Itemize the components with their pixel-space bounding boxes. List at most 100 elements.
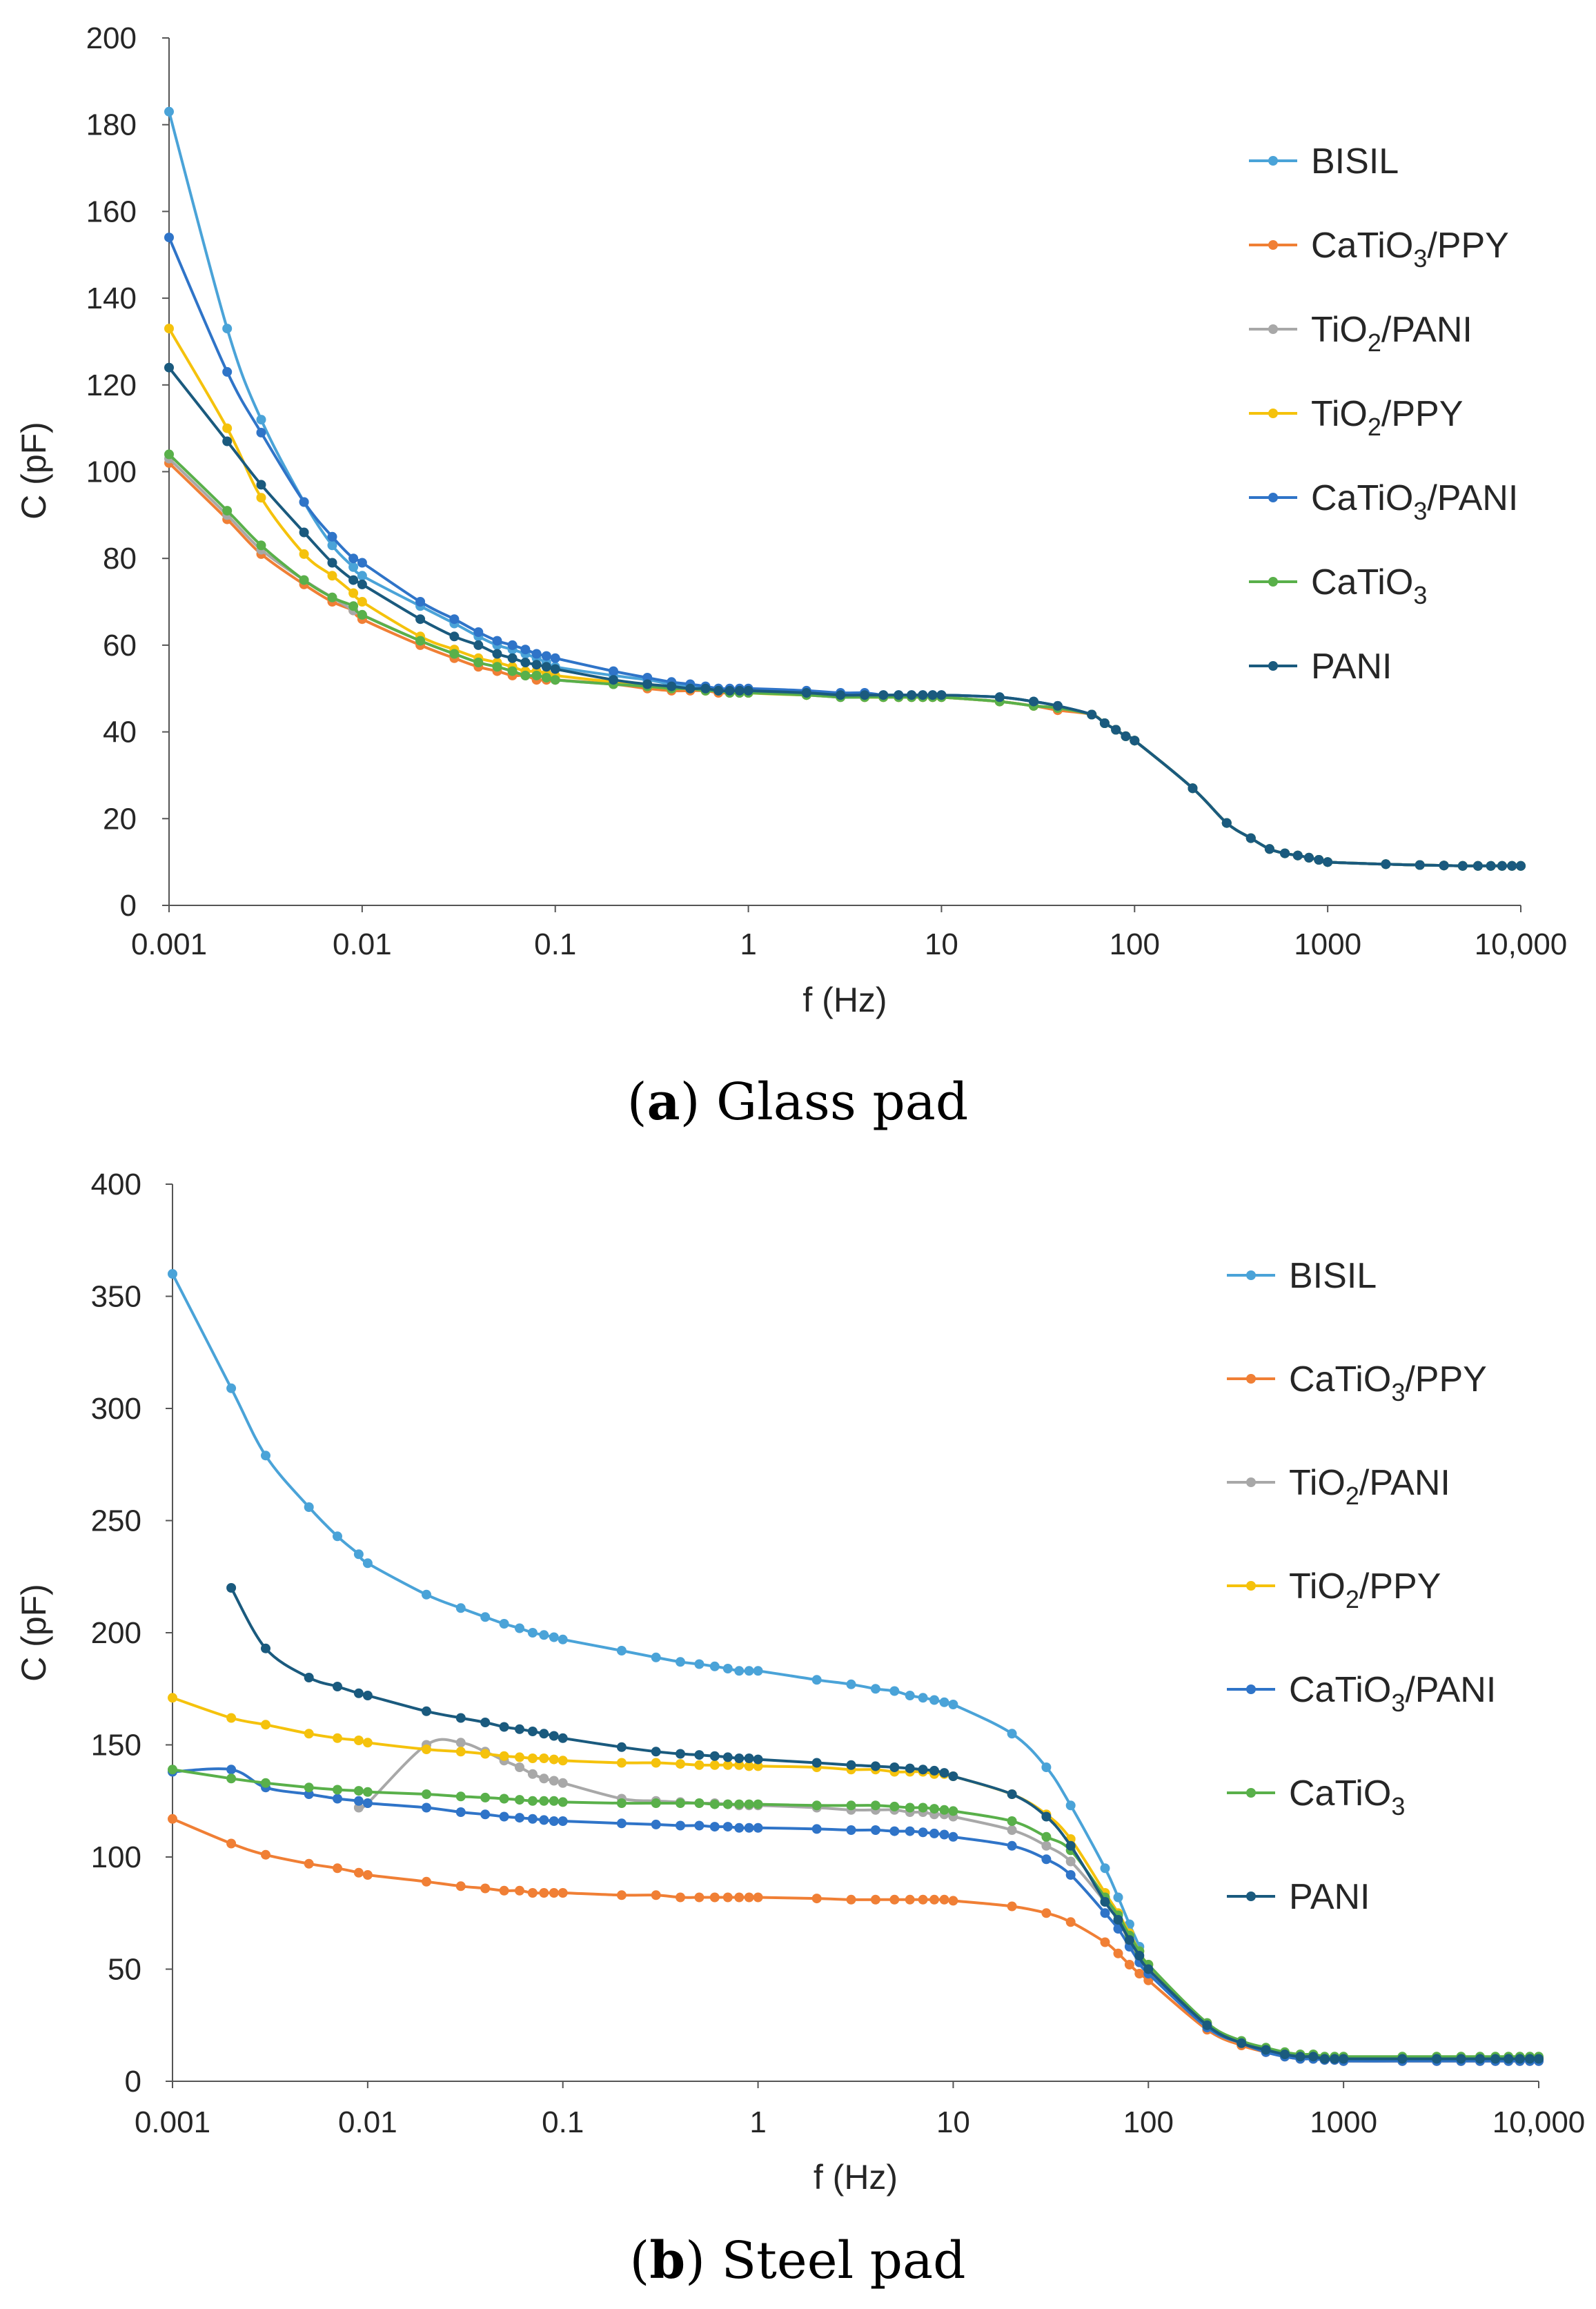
data-point-catio3-ppy xyxy=(846,1894,856,1905)
data-point-tio2-ppy xyxy=(539,1753,549,1763)
data-point-pani xyxy=(541,662,551,672)
data-point-bisil xyxy=(168,1269,177,1279)
data-point-tio2-ppy xyxy=(499,1751,509,1761)
y-tick-label: 0 xyxy=(125,2065,141,2099)
data-point-pani xyxy=(348,575,359,585)
data-point-catio3-ppy xyxy=(226,1838,237,1849)
data-point-catio3 xyxy=(507,666,518,676)
data-point-catio3-ppy xyxy=(744,1892,754,1903)
data-point-catio3 xyxy=(362,1787,373,1797)
data-point-bisil xyxy=(353,1549,364,1560)
data-point-pani xyxy=(936,690,947,700)
data-point-pani xyxy=(327,558,337,568)
y-tick-label: 300 xyxy=(91,1392,141,1426)
data-point-pani xyxy=(1330,2054,1340,2064)
data-point-pani xyxy=(1111,725,1121,735)
series-pani xyxy=(226,1583,1544,2064)
data-point-catio3 xyxy=(550,675,560,685)
legend-swatch-marker xyxy=(1246,1788,1256,1798)
data-point-bisil xyxy=(422,1589,431,1600)
y-tick-label: 200 xyxy=(91,1616,141,1650)
data-point-pani xyxy=(1515,2054,1525,2064)
data-point-pani xyxy=(1439,861,1449,871)
data-point-bisil xyxy=(722,1664,733,1673)
data-point-pani xyxy=(1319,2054,1330,2064)
data-point-pani xyxy=(1397,2054,1408,2064)
data-point-catio3 xyxy=(870,1800,880,1811)
data-point-catio3 xyxy=(651,1798,661,1808)
data-point-pani xyxy=(1065,1840,1076,1851)
data-point-tio2-ppy xyxy=(226,1713,237,1723)
data-point-pani xyxy=(700,683,711,694)
data-point-catio3-pani xyxy=(531,649,542,659)
data-point-catio3 xyxy=(492,662,502,672)
y-tick-label: 120 xyxy=(86,369,137,402)
x-tick-label: 0.01 xyxy=(338,2105,397,2139)
data-point-catio3-pani xyxy=(734,1822,745,1833)
data-point-pani xyxy=(1323,857,1333,867)
data-point-catio3-pani xyxy=(362,1798,373,1808)
data-point-catio3-pani xyxy=(353,1796,364,1806)
legend-label: CaTiO3 xyxy=(1311,562,1427,609)
legend-item-tio2-ppy: TiO2/PPY xyxy=(1249,394,1463,441)
data-point-catio3-pani xyxy=(694,1820,705,1831)
data-point-pani xyxy=(734,685,745,696)
data-point-catio3-pani xyxy=(449,614,460,625)
data-point-bisil xyxy=(918,1693,928,1703)
data-point-catio3-pani xyxy=(651,1819,661,1829)
y-tick-label: 180 xyxy=(86,108,137,142)
data-point-catio3-ppy xyxy=(353,1867,364,1878)
data-point-catio3-ppy xyxy=(870,1894,880,1905)
data-point-catio3-ppy xyxy=(304,1858,314,1869)
legend-label: CaTiO3/PANI xyxy=(1311,478,1518,525)
data-point-pani xyxy=(1381,859,1391,869)
data-point-bisil xyxy=(327,540,337,551)
data-point-pani xyxy=(1339,2054,1349,2064)
data-point-catio3-ppy xyxy=(558,1888,568,1898)
data-point-bisil xyxy=(455,1603,466,1613)
data-point-catio3-ppy xyxy=(1100,1937,1110,1947)
data-point-pani xyxy=(725,685,735,696)
legend-swatch-marker xyxy=(1246,1374,1256,1384)
data-point-catio3 xyxy=(948,1806,958,1816)
data-point-pani xyxy=(948,1771,958,1781)
data-point-tio2-ppy xyxy=(480,1749,491,1759)
data-point-tio2-ppy xyxy=(222,423,233,433)
data-point-catio3-ppy xyxy=(1007,1901,1017,1912)
data-point-pani xyxy=(685,683,696,694)
data-point-catio3-ppy xyxy=(422,1876,431,1887)
legend-item-pani: PANI xyxy=(1249,647,1392,687)
data-point-catio3 xyxy=(722,1799,733,1809)
data-point-catio3-pani xyxy=(676,1820,685,1831)
y-tick-label: 200 xyxy=(86,21,137,55)
data-point-tio2-ppy xyxy=(353,1736,364,1745)
data-point-catio3 xyxy=(226,1773,237,1784)
data-point-catio3 xyxy=(480,1792,491,1802)
legend-swatch-marker xyxy=(1246,1477,1256,1487)
data-point-catio3-pani xyxy=(507,640,518,650)
legend-swatch-marker xyxy=(1268,240,1278,250)
data-point-catio3-pani xyxy=(929,1828,939,1838)
legend-item-tio2-pani: TiO2/PANI xyxy=(1249,310,1472,357)
data-point-tio2-ppy xyxy=(616,1758,627,1768)
data-point-catio3-pani xyxy=(226,1765,237,1775)
data-point-catio3 xyxy=(473,658,484,667)
data-point-pani xyxy=(1221,818,1232,828)
legend-label: CaTiO3/PANI xyxy=(1289,1670,1496,1717)
data-point-pani xyxy=(1052,700,1063,711)
data-point-pani xyxy=(549,1731,559,1741)
y-tick-label: 150 xyxy=(91,1729,141,1762)
data-point-pani xyxy=(709,1751,720,1761)
data-point-pani xyxy=(1113,1915,1123,1925)
data-point-tio2-ppy xyxy=(333,1733,342,1743)
legend-label: PANI xyxy=(1311,647,1392,687)
data-point-pani xyxy=(801,688,811,698)
data-point-catio3-ppy xyxy=(753,1892,763,1903)
data-point-tio2-ppy xyxy=(256,493,266,503)
data-point-catio3-pani xyxy=(948,1831,958,1842)
data-point-tio2-ppy xyxy=(261,1720,270,1730)
data-point-catio3-pani xyxy=(616,1818,627,1829)
data-point-catio3-pani xyxy=(811,1824,822,1834)
data-point-catio3 xyxy=(299,575,309,585)
